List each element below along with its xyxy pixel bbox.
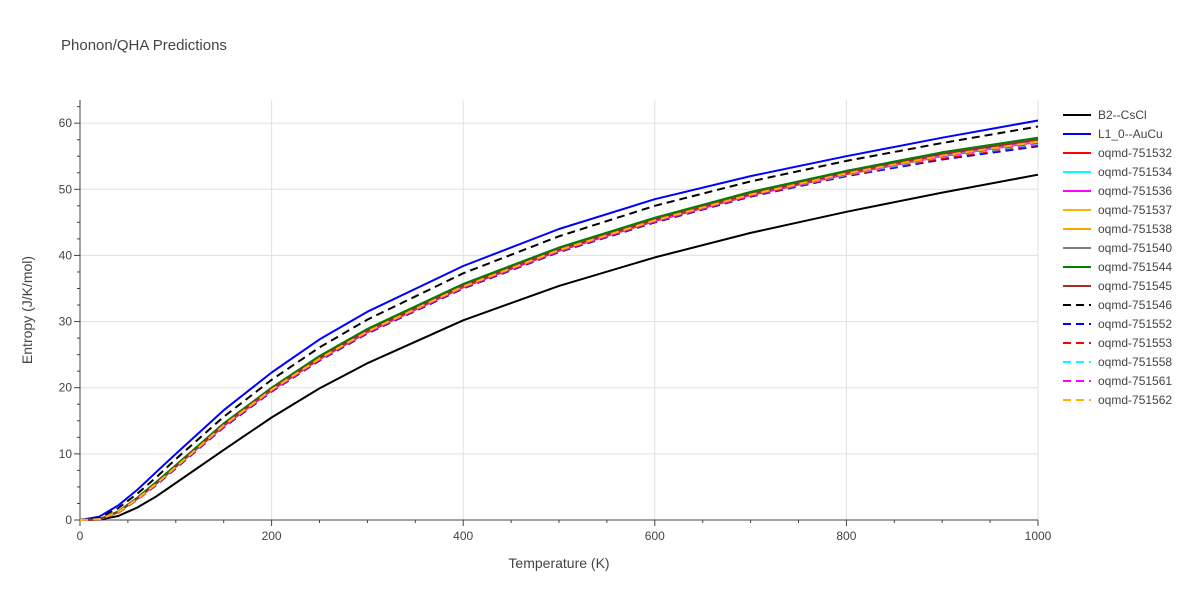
y-tick-label: 30 <box>59 315 73 329</box>
legend-label: oqmd-751552 <box>1098 317 1172 331</box>
legend-label: oqmd-751536 <box>1098 184 1172 198</box>
legend-label: oqmd-751532 <box>1098 146 1172 160</box>
legend-label: oqmd-751534 <box>1098 165 1172 179</box>
x-tick-label: 800 <box>836 529 856 543</box>
y-tick-label: 20 <box>59 381 73 395</box>
legend-label: oqmd-751553 <box>1098 336 1172 350</box>
x-tick-label: 0 <box>77 529 84 543</box>
legend-label: oqmd-751561 <box>1098 374 1172 388</box>
legend-label: oqmd-751562 <box>1098 393 1172 407</box>
legend-label: oqmd-751538 <box>1098 222 1172 236</box>
y-tick-label: 10 <box>59 447 73 461</box>
series-line-oqmd-751545 <box>79 138 1039 521</box>
series-line-oqmd-751532 <box>79 140 1039 521</box>
series-line-oqmd-751534 <box>79 140 1039 521</box>
series-line-oqmd-751558 <box>79 142 1039 521</box>
series-line-oqmd-751561 <box>79 142 1039 521</box>
series-line-B2--CsCl <box>79 173 1039 521</box>
legend-label: B2--CsCl <box>1098 108 1147 122</box>
series-line-oqmd-751540 <box>79 138 1039 521</box>
series-line-oqmd-751536 <box>79 139 1039 521</box>
plot-area <box>79 119 1039 521</box>
gridlines <box>80 100 1039 520</box>
y-tick-label: 50 <box>59 182 73 196</box>
y-axis-title: Entropy (J/K/mol) <box>19 256 35 364</box>
series-line-oqmd-751562 <box>79 140 1039 521</box>
series-line-oqmd-751544 <box>79 136 1039 521</box>
legend-label: oqmd-751558 <box>1098 355 1172 369</box>
series-line-oqmd-751546 <box>79 125 1039 521</box>
y-tick-label: 60 <box>59 116 73 130</box>
x-tick-label: 200 <box>262 529 282 543</box>
legend-label: oqmd-751545 <box>1098 279 1172 293</box>
x-axis-title: Temperature (K) <box>508 555 609 571</box>
chart-title: Phonon/QHA Predictions <box>61 37 227 54</box>
y-tick-label: 0 <box>65 513 72 527</box>
series-line-oqmd-751538 <box>79 138 1039 521</box>
x-tick-label: 600 <box>645 529 665 543</box>
series-line-oqmd-751537 <box>79 138 1039 521</box>
axes: 0 200 400 600 800 1000 0 10 20 30 40 50 60 <box>59 100 1052 543</box>
legend-label: oqmd-751537 <box>1098 203 1172 217</box>
legend-label: oqmd-751544 <box>1098 260 1172 274</box>
x-tick-label: 400 <box>453 529 473 543</box>
series-line-L1_0--AuCu <box>79 119 1039 521</box>
legend-label: oqmd-751546 <box>1098 298 1172 312</box>
y-tick-label: 40 <box>59 248 73 262</box>
legend-label: L1_0--AuCu <box>1098 127 1163 141</box>
x-tick-label: 1000 <box>1025 529 1052 543</box>
legend: B2--CsCl L1_0--AuCu oqmd-751532 oqmd-751534… <box>1063 108 1172 407</box>
legend-label: oqmd-751540 <box>1098 241 1172 255</box>
